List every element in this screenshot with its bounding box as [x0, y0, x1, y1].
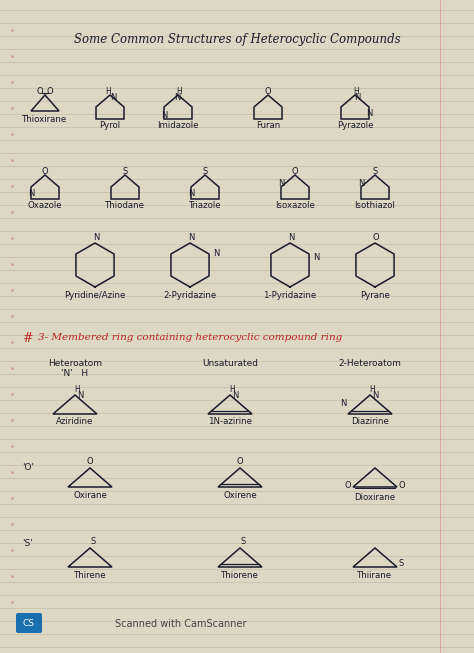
Text: H: H [74, 385, 80, 394]
Text: N: N [278, 178, 284, 187]
Text: Triazole: Triazole [189, 200, 221, 210]
Text: N: N [313, 253, 319, 263]
Text: O: O [36, 86, 43, 95]
Text: S: S [202, 167, 208, 176]
Text: Unsaturated: Unsaturated [202, 358, 258, 368]
Text: Thioxirane: Thioxirane [22, 116, 68, 125]
Text: #: # [22, 332, 33, 345]
Text: N: N [372, 392, 378, 400]
Text: N: N [161, 110, 167, 119]
Text: 2-Pyridazine: 2-Pyridazine [164, 291, 217, 300]
Text: N: N [340, 400, 346, 409]
Text: O: O [292, 167, 298, 176]
Text: N: N [28, 189, 34, 197]
Text: N: N [366, 108, 372, 118]
Text: O: O [237, 458, 243, 466]
Text: Scanned with CamScanner: Scanned with CamScanner [115, 619, 246, 629]
Text: N: N [358, 178, 364, 187]
Text: O: O [264, 86, 271, 95]
Text: Imidazole: Imidazole [157, 121, 199, 129]
Text: Isothiazol: Isothiazol [355, 200, 395, 210]
Text: Furan: Furan [256, 121, 280, 129]
Text: Isoxazole: Isoxazole [275, 200, 315, 210]
Text: H: H [369, 385, 375, 394]
Text: H: H [176, 88, 182, 97]
Text: N: N [354, 93, 360, 103]
Text: O: O [42, 167, 48, 176]
Text: 2-Heteroatom: 2-Heteroatom [338, 358, 401, 368]
Text: 'O': 'O' [22, 464, 34, 473]
Text: O: O [345, 481, 351, 490]
Text: Dioxirane: Dioxirane [355, 492, 396, 502]
Text: 1-Pyridazine: 1-Pyridazine [264, 291, 317, 300]
Text: S: S [398, 558, 404, 567]
Text: N: N [93, 234, 99, 242]
Text: Diazirine: Diazirine [351, 417, 389, 426]
Text: N: N [110, 93, 116, 101]
Text: Heteroatom: Heteroatom [48, 358, 102, 368]
Text: H: H [229, 385, 235, 394]
Text: N: N [174, 93, 180, 103]
FancyBboxPatch shape [16, 613, 42, 633]
Text: 1N-azirine: 1N-azirine [208, 417, 252, 426]
Text: N: N [213, 249, 219, 259]
Text: 3- Membered ring containing heterocyclic compound ring: 3- Membered ring containing heterocyclic… [38, 334, 342, 343]
Text: O: O [399, 481, 405, 490]
Text: Thirene: Thirene [73, 571, 106, 579]
Text: N: N [188, 189, 194, 197]
Text: O: O [46, 86, 53, 95]
Text: CS: CS [23, 620, 35, 628]
Text: Pyrane: Pyrane [360, 291, 390, 300]
Text: 'N'   H: 'N' H [62, 368, 89, 377]
Text: Oxirene: Oxirene [223, 490, 257, 500]
Text: S: S [240, 537, 246, 547]
Text: H: H [353, 88, 359, 97]
Text: Aziridine: Aziridine [56, 417, 94, 426]
Text: N: N [77, 392, 83, 400]
Text: Thiirane: Thiirane [357, 571, 392, 579]
Text: O: O [373, 234, 379, 242]
Text: Pyrol: Pyrol [100, 121, 120, 129]
Text: S: S [91, 537, 96, 547]
Text: Thiodane: Thiodane [105, 200, 145, 210]
Text: 'S': 'S' [22, 539, 33, 547]
Text: Pyrazole: Pyrazole [337, 121, 373, 129]
Text: O: O [87, 458, 93, 466]
Text: N: N [232, 392, 238, 400]
Text: Pyridine/Azine: Pyridine/Azine [64, 291, 126, 300]
Text: Thiorene: Thiorene [221, 571, 259, 579]
Text: Oxirane: Oxirane [73, 490, 107, 500]
Text: N: N [188, 234, 194, 242]
Text: H: H [105, 88, 111, 97]
Text: Oxazole: Oxazole [27, 200, 62, 210]
Text: N: N [288, 234, 294, 242]
Text: S: S [122, 167, 128, 176]
Text: Some Common Structures of Heterocyclic Compounds: Some Common Structures of Heterocyclic C… [73, 33, 401, 46]
Text: S: S [373, 167, 378, 176]
